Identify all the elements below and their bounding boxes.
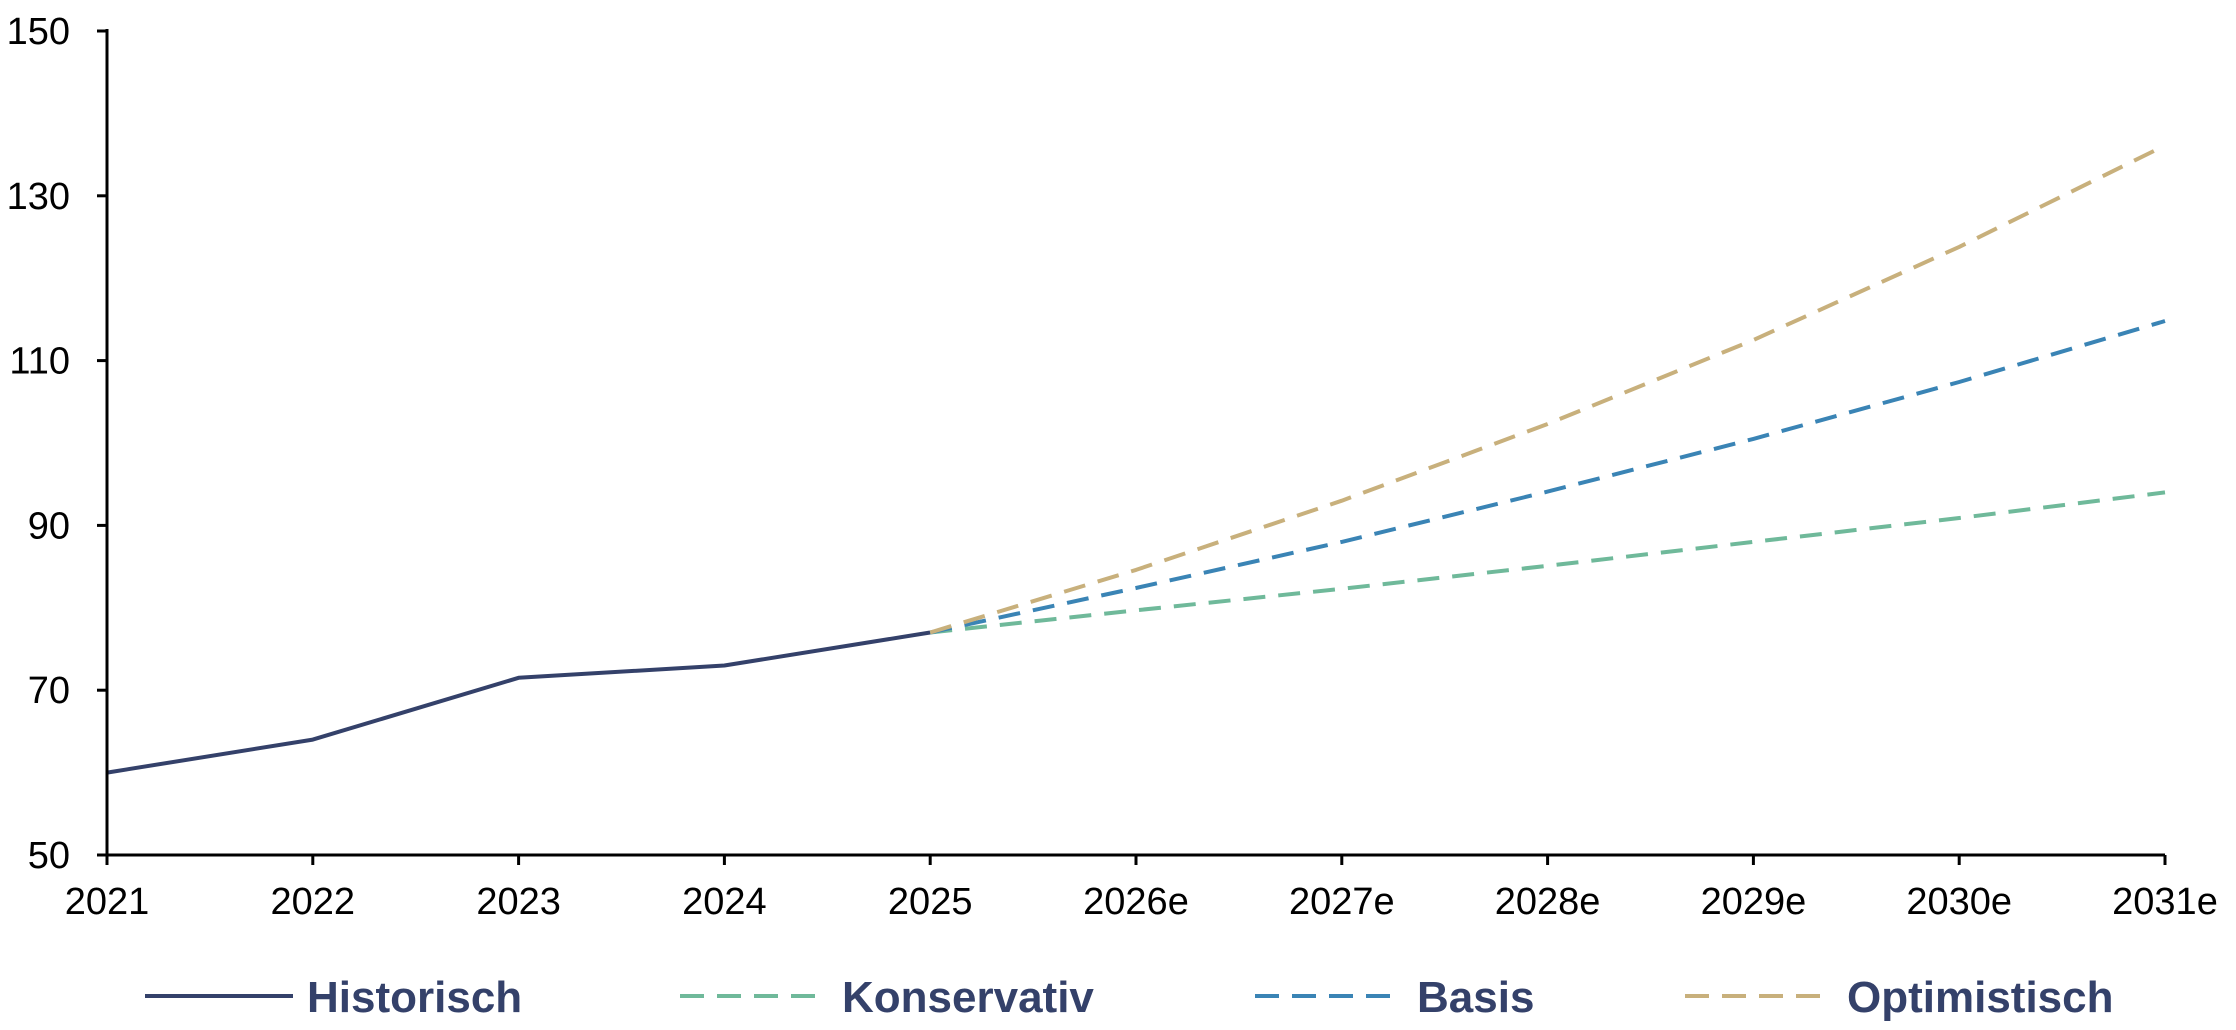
legend-item-optimistisch: Optimistisch (1685, 973, 2114, 1022)
series-line-optimistisch (929, 143, 2166, 635)
x-tick-label: 2025 (888, 881, 973, 923)
legend-item-basis: Basis (1255, 973, 1534, 1022)
y-tick-label: 150 (7, 11, 70, 53)
x-tick-label: 2022 (271, 881, 356, 923)
series-line-historisch (106, 630, 931, 775)
y-tick-label: 70 (28, 670, 70, 712)
legend-label: Basis (1417, 973, 1534, 1022)
x-tick-label: 2021 (65, 881, 150, 923)
x-tick-label: 2026e (1083, 881, 1189, 923)
legend-item-historisch: Historisch (145, 973, 522, 1022)
series-line-konservativ (929, 490, 2166, 635)
legend: Historisch Konservativ Basis Optimistisch (145, 973, 2114, 1022)
x-tick-label: 2027e (1289, 881, 1395, 923)
axes: 50 70 90 110 130 150 2021 2022 2023 2024 2025 2026e… (7, 11, 2218, 923)
legend-label: Historisch (307, 973, 522, 1022)
x-tick-label: 2023 (476, 881, 561, 923)
x-tick-label: 2030e (1906, 881, 2012, 923)
legend-label: Optimistisch (1847, 973, 2114, 1022)
plot-area (106, 143, 2166, 775)
x-tick-label: 2029e (1701, 881, 1807, 923)
legend-item-konservativ: Konservativ (680, 973, 1094, 1022)
x-tick-label: 2024 (682, 881, 767, 923)
x-tick-label: 2031e (2112, 881, 2218, 923)
y-tick-label: 110 (9, 341, 70, 383)
y-tick-label: 50 (28, 835, 70, 877)
y-tick-label: 130 (7, 176, 70, 218)
x-tick-label: 2028e (1495, 881, 1601, 923)
legend-label: Konservativ (842, 973, 1094, 1022)
y-tick-label: 90 (28, 505, 70, 547)
series-line-basis (929, 319, 2166, 635)
